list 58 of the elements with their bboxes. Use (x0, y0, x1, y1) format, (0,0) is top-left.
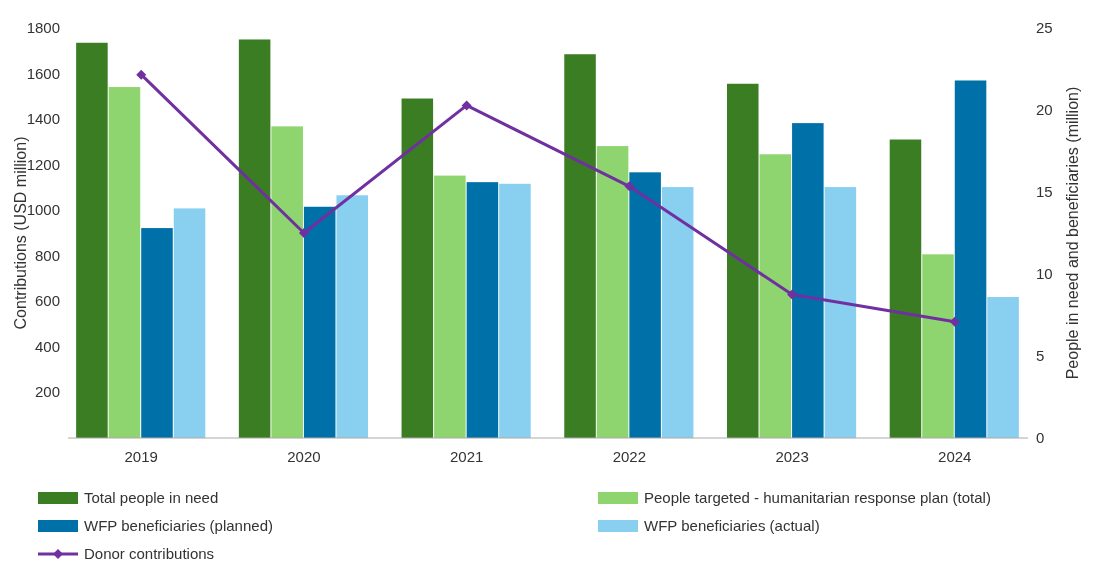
bar (629, 172, 661, 438)
legend-label: People targeted - humanitarian response plan (total) (644, 489, 991, 506)
y-tick-label: 800 (34, 246, 60, 264)
y2-tick-label: 20 (1036, 101, 1053, 118)
x-tick-label: 2020 (287, 448, 321, 465)
bar (726, 83, 759, 438)
x-tick-label: 2022 (612, 448, 647, 465)
bar (824, 187, 857, 438)
x-tick-label: 2019 (124, 448, 158, 465)
point (136, 69, 147, 80)
point (461, 100, 472, 111)
y2-tick-label: 5 (1036, 347, 1045, 364)
point (624, 181, 635, 192)
legend-label: Donor contributions (84, 545, 215, 562)
bar (141, 228, 173, 438)
bar (759, 154, 792, 438)
y-tick-label: 1400 (26, 110, 60, 128)
bar (336, 195, 369, 438)
bar (987, 296, 1019, 438)
y-tick-label: 1800 (26, 19, 60, 36)
bar (401, 98, 434, 438)
y-tick-label: 600 (34, 292, 60, 310)
y2-tick-label: 10 (1036, 265, 1053, 282)
y-tick-label: 200 (34, 383, 60, 401)
point (787, 289, 798, 300)
bar (238, 39, 271, 438)
bar (303, 206, 336, 438)
bar (434, 175, 466, 438)
legend-label: WFP beneficiaries (planned) (84, 517, 273, 534)
bar (173, 208, 206, 438)
bar (564, 54, 596, 438)
bar (108, 87, 141, 438)
y-tick-label: 1600 (26, 64, 60, 82)
bar (922, 254, 954, 438)
y-tick-label: 400 (34, 337, 60, 355)
bar (499, 183, 531, 438)
x-tick-label: 2021 (449, 448, 484, 465)
legend-label: Total people in need (84, 489, 219, 506)
y2-tick-label: 15 (1036, 183, 1053, 200)
y-tick-label: 1000 (26, 201, 60, 219)
bar (271, 126, 303, 438)
bar (76, 42, 108, 438)
bar (954, 80, 987, 438)
bar (661, 187, 694, 438)
bar (889, 139, 922, 438)
y2-tick-label: 0 (1036, 429, 1045, 446)
y2-tick-label: 25 (1036, 19, 1053, 36)
legend-label: WFP beneficiaries (actual) (644, 517, 820, 534)
y-tick-label: 1200 (26, 155, 60, 173)
point (949, 316, 960, 327)
point (298, 228, 309, 238)
bar (466, 182, 499, 438)
y2-axis-title: People in need and beneficiaries (million) (1064, 86, 1081, 380)
y-axis-title: Contributions (USD million) (12, 136, 29, 330)
x-tick-label: 2024 (938, 448, 972, 465)
bar (596, 146, 629, 438)
x-tick-label: 2023 (775, 448, 809, 465)
bar (792, 123, 824, 438)
